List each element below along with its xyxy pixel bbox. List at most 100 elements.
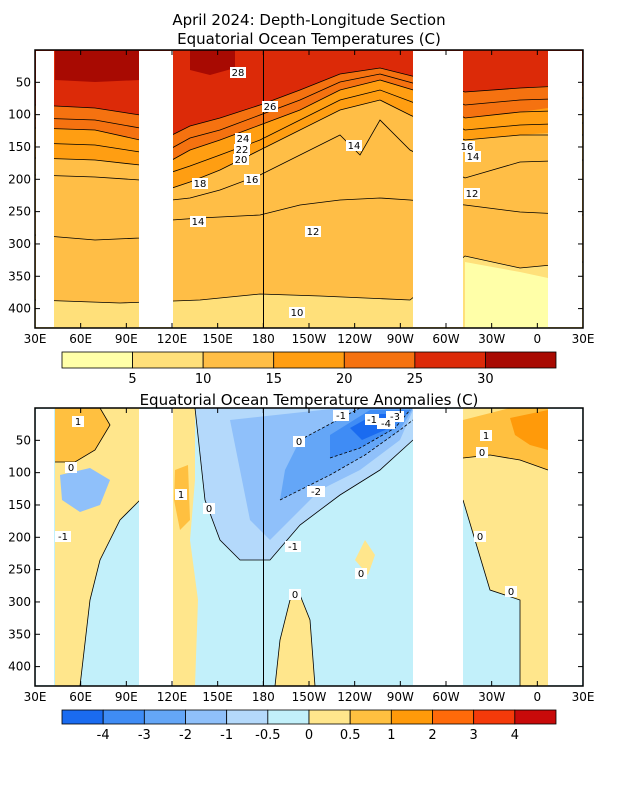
y-tick-label: 200 (8, 530, 31, 544)
anomaly-colorbar: -4 -3 -2 -1 -0.5 0 0.5 1 2 3 4 (61, 709, 557, 743)
land-gap-americas-bottom (413, 409, 463, 685)
contour-label: -1 (367, 415, 377, 426)
anom-warm-140w (355, 540, 375, 575)
anomaly-axes: 30E 60E 90E 120E 150E 180 150W 120W 90W 60W 30W 0 30… (8, 408, 594, 704)
contour-label: 22 (236, 145, 249, 156)
colorbar-label: 25 (407, 372, 424, 387)
contour-label: 1 (483, 431, 489, 442)
contour-label: 0 (477, 532, 483, 543)
colorbar-swatch (349, 709, 392, 725)
contour-label: 14 (467, 152, 480, 163)
colorbar-label: 4 (511, 728, 519, 743)
x-tick-label: 150W (292, 332, 327, 346)
temperature-colorbar: 5 10 15 20 25 30 (61, 351, 557, 387)
y-tick-label: 250 (8, 205, 31, 219)
colorbar-label: 3 (470, 728, 478, 743)
colorbar-swatch (390, 709, 433, 725)
y-tick-label: 50 (16, 433, 31, 447)
contour-label: 24 (237, 134, 250, 145)
x-tick-label: 120E (157, 332, 188, 346)
colorbar-label: -2 (179, 728, 192, 743)
anom-warm-west-1 (55, 408, 110, 462)
contour-label: 20 (235, 155, 248, 166)
contour-label: 18 (194, 179, 207, 190)
contour-label: 12 (307, 227, 320, 238)
colorbar-label: 15 (265, 372, 282, 387)
contour-label: 0 (68, 463, 74, 474)
contour-label: -1 (288, 542, 298, 553)
y-tick-label: 150 (8, 498, 31, 512)
x-tick-label: 90W (387, 332, 414, 346)
x-tick-label: 60W (432, 690, 459, 704)
land-gap-americas-top (413, 51, 463, 327)
temp-contour-labels: 28 26 24 22 20 18 16 14 12 10 14 16 14 1… (190, 67, 481, 319)
contour-label: 0 (292, 590, 298, 601)
colorbar-swatch (61, 709, 104, 725)
anom-warm-160w (275, 595, 315, 686)
contour-label: 14 (348, 141, 361, 152)
colorbar-label: 5 (128, 372, 136, 387)
contour-label: 0 (358, 569, 364, 580)
contour-label: 1 (178, 490, 184, 501)
title-line1: April 2024: Depth-Longitude Section (172, 11, 445, 29)
contour-label: -1 (336, 411, 346, 422)
colorbar-label: 30 (477, 372, 494, 387)
anom-cool-west (60, 468, 110, 512)
y-tick-label: 150 (8, 140, 31, 154)
y-tick-label: 350 (8, 269, 31, 283)
contour-label: 26 (264, 102, 277, 113)
anom-warm-east (463, 408, 548, 686)
contour-label: 0 (296, 437, 302, 448)
land-gap-indonesia-top (139, 51, 173, 327)
margin-west-bottom (36, 409, 54, 685)
colorbar-label: -3 (138, 728, 151, 743)
colorbar-label: 0 (305, 728, 313, 743)
colorbar-swatch (273, 351, 345, 369)
title-line2: Equatorial Ocean Temperatures (C) (177, 30, 441, 48)
title-anomalies: Equatorial Ocean Temperature Anomalies (… (140, 391, 479, 409)
x-tick-label: 0 (534, 332, 542, 346)
colorbar-swatch (267, 709, 310, 725)
contour-label: 16 (246, 175, 259, 186)
x-tick-label: 60E (69, 332, 92, 346)
x-tick-label: 180 (252, 332, 275, 346)
temperature-panel (35, 50, 583, 328)
y-tick-label: 250 (8, 563, 31, 577)
margin-west-top (36, 51, 54, 327)
y-tick-label: 300 (8, 237, 31, 251)
margin-east-top (548, 51, 582, 327)
x-tick-label: 60W (432, 332, 459, 346)
x-tick-label: 60E (69, 690, 92, 704)
colorbar-swatch (226, 709, 269, 725)
x-tick-label: 90E (115, 690, 138, 704)
x-tick-label: 120E (157, 690, 188, 704)
y-tick-label: 350 (8, 627, 31, 641)
contour-label: 16 (461, 142, 474, 153)
contour-label: 28 (232, 68, 245, 79)
land-gap-indonesia-bottom (139, 409, 173, 685)
anom-contour-labels: 1 0 1 0 -1 0 -1 -2 -1 0 -3 -4 -1 1 0 0 0… (55, 410, 517, 601)
contour-label: -3 (390, 412, 400, 423)
colorbar-swatch (343, 351, 416, 369)
anomaly-panel (35, 408, 583, 686)
x-tick-label: 30W (478, 332, 505, 346)
x-tick-label: 30E (24, 690, 47, 704)
colorbar-swatch (514, 709, 557, 725)
colorbar-swatch (414, 351, 486, 369)
colorbar-label: 20 (336, 372, 353, 387)
contour-label: 14 (192, 217, 205, 228)
colorbar-swatch (308, 709, 351, 725)
x-tick-label: 120W (337, 332, 372, 346)
contour-label: -4 (381, 419, 391, 430)
colorbar-label: 2 (428, 728, 436, 743)
colorbar-swatch (432, 709, 475, 725)
temp-band-30 (55, 50, 235, 82)
colorbar-label: -0.5 (255, 728, 280, 743)
x-tick-label: 30E (24, 332, 47, 346)
colorbar-swatch (485, 351, 557, 369)
y-tick-label: 400 (8, 660, 31, 674)
x-tick-label: 30E (572, 690, 595, 704)
x-tick-label: 90E (115, 332, 138, 346)
x-tick-label: 30E (572, 332, 595, 346)
colorbar-label: -1 (220, 728, 233, 743)
